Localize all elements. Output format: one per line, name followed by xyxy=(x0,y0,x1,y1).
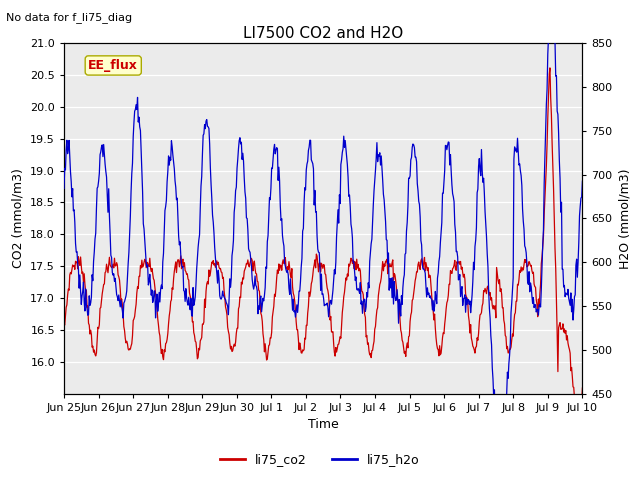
Text: EE_flux: EE_flux xyxy=(88,59,138,72)
X-axis label: Time: Time xyxy=(308,418,339,431)
Y-axis label: H2O (mmol/m3): H2O (mmol/m3) xyxy=(618,168,631,269)
Legend: li75_co2, li75_h2o: li75_co2, li75_h2o xyxy=(215,448,425,471)
Y-axis label: CO2 (mmol/m3): CO2 (mmol/m3) xyxy=(12,168,25,268)
Title: LI7500 CO2 and H2O: LI7500 CO2 and H2O xyxy=(243,25,403,41)
Text: No data for f_li75_diag: No data for f_li75_diag xyxy=(6,12,132,23)
